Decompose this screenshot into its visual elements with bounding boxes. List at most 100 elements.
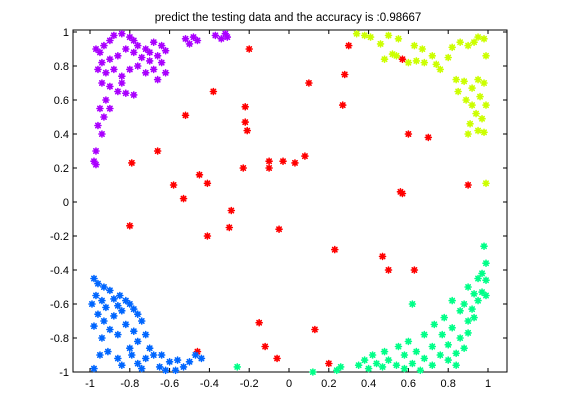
data-point — [157, 351, 166, 359]
data-point — [129, 327, 138, 335]
data-point — [384, 356, 393, 364]
data-point — [149, 38, 158, 46]
data-point — [460, 77, 468, 86]
series-1 — [352, 29, 490, 188]
data-point — [456, 307, 464, 315]
data-point — [460, 344, 468, 352]
data-point — [145, 344, 154, 352]
data-point — [420, 58, 429, 67]
data-point — [227, 206, 236, 215]
data-point — [225, 223, 234, 232]
data-point — [412, 347, 421, 356]
data-point — [398, 55, 407, 63]
y-tick-label: -0.2 — [50, 231, 69, 243]
data-point — [179, 363, 188, 371]
y-tick-label: -0.6 — [50, 299, 69, 311]
data-point — [133, 41, 142, 50]
data-point — [444, 341, 452, 349]
data-point — [211, 31, 220, 40]
data-point — [241, 118, 250, 126]
data-point — [165, 358, 174, 366]
data-point — [470, 290, 478, 298]
data-point — [127, 159, 136, 167]
series-2 — [233, 242, 490, 376]
data-point — [400, 364, 409, 373]
data-point — [394, 342, 403, 351]
data-point — [474, 274, 482, 283]
data-point — [171, 366, 180, 375]
data-point — [410, 266, 419, 274]
data-point — [404, 130, 413, 138]
data-point — [106, 104, 114, 113]
data-point — [110, 295, 118, 303]
x-tick-label: -1 — [85, 378, 95, 390]
data-point — [474, 126, 482, 135]
data-point — [420, 354, 429, 363]
data-point — [129, 36, 138, 45]
data-point — [114, 354, 122, 363]
data-point — [122, 320, 130, 329]
data-point — [261, 342, 269, 351]
data-point — [114, 330, 122, 339]
data-point — [472, 109, 480, 118]
data-point — [126, 65, 134, 74]
data-point — [474, 296, 482, 305]
data-point — [464, 41, 472, 50]
data-point — [464, 181, 472, 189]
data-point — [189, 33, 198, 41]
data-point — [221, 29, 230, 38]
data-point — [185, 40, 194, 48]
data-point — [129, 305, 138, 313]
data-point — [404, 58, 413, 67]
data-point — [360, 31, 369, 40]
data-point — [193, 347, 202, 356]
data-point — [454, 87, 462, 96]
data-point — [480, 242, 488, 250]
data-point — [126, 344, 134, 352]
data-point — [90, 274, 98, 283]
data-point — [480, 79, 488, 87]
data-point — [193, 36, 202, 45]
data-points — [88, 29, 490, 376]
data-point — [118, 307, 126, 315]
data-point — [96, 48, 104, 57]
y-tick-label: 0 — [63, 197, 69, 209]
data-point — [438, 330, 447, 339]
data-point — [392, 361, 401, 369]
data-point — [376, 40, 385, 48]
data-point — [456, 38, 464, 46]
data-point — [418, 45, 427, 53]
data-point — [114, 52, 122, 60]
data-point — [394, 35, 403, 43]
data-point — [392, 52, 401, 60]
data-point — [92, 291, 100, 300]
data-point — [223, 33, 232, 41]
data-point — [141, 330, 150, 339]
data-point — [153, 147, 162, 155]
data-point — [181, 35, 190, 43]
data-point — [464, 317, 472, 325]
data-point — [380, 55, 389, 63]
data-point — [96, 351, 104, 359]
y-tick-label: -0.4 — [50, 265, 69, 277]
data-point — [90, 157, 98, 165]
data-point — [470, 313, 478, 322]
data-point — [482, 276, 490, 284]
data-point — [428, 342, 437, 351]
data-point — [408, 359, 417, 368]
data-point — [452, 349, 460, 358]
data-point — [96, 104, 104, 113]
data-point — [217, 35, 226, 43]
data-point — [364, 364, 373, 373]
data-point — [311, 325, 319, 334]
data-point — [388, 50, 397, 58]
x-tick-label: -0.4 — [200, 378, 219, 390]
data-point — [239, 164, 248, 172]
data-point — [90, 364, 98, 373]
data-point — [100, 283, 108, 291]
x-tick-label: 0 — [286, 378, 292, 390]
data-point — [464, 329, 472, 337]
data-point — [476, 92, 484, 101]
data-point — [398, 189, 407, 198]
